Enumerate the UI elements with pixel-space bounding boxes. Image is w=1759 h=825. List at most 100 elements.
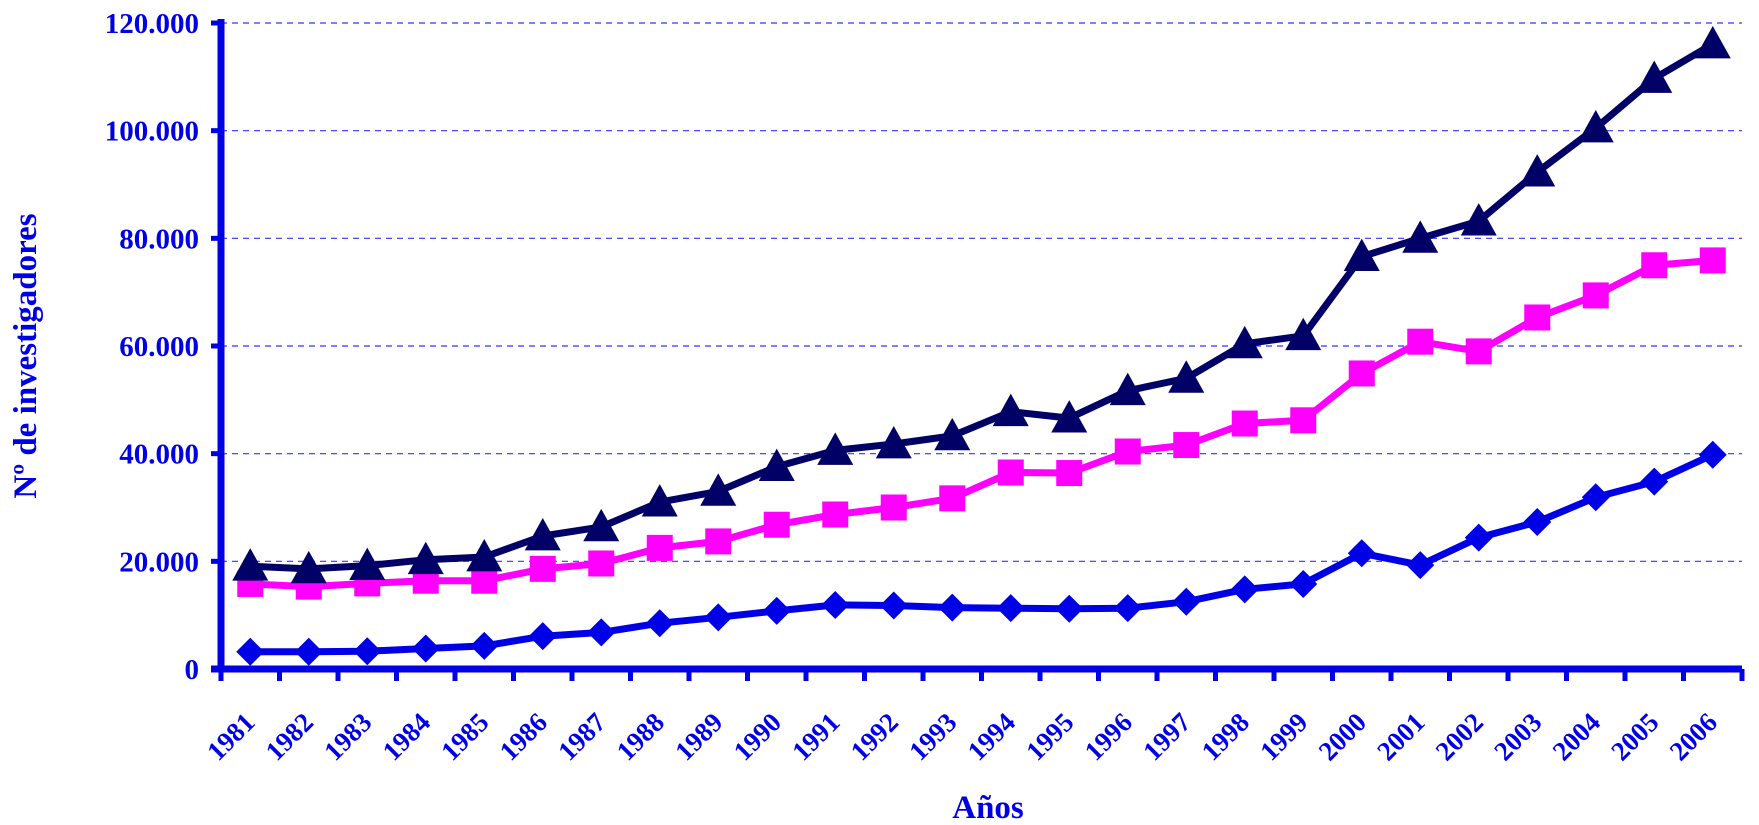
x-tick-label: 2006 [1664,707,1723,766]
x-tick-label: 1991 [786,707,845,766]
data-point-diamond [645,609,674,638]
data-point-square [997,459,1024,486]
data-point-diamond [1172,587,1201,616]
y-tick-label: 60.000 [119,331,199,363]
data-point-triangle [524,518,561,551]
x-tick-label: 1999 [1254,707,1313,766]
data-point-square [646,534,673,561]
x-tick-label: 2002 [1430,707,1489,766]
x-tick-label: 1995 [1020,707,1079,766]
data-point-square [880,494,907,521]
data-point-diamond [1289,569,1318,598]
data-point-triangle [232,548,269,581]
data-point-triangle [1460,203,1497,236]
data-point-triangle [1168,360,1205,393]
x-tick-label: 2001 [1371,707,1430,766]
data-point-triangle [1051,400,1088,433]
data-point-square [1290,407,1317,434]
x-tick-label: 1982 [260,707,319,766]
data-point-diamond [1581,483,1610,512]
x-tick-label: 2005 [1605,707,1664,766]
x-tick-label: 1983 [318,707,377,766]
data-point-square [1056,460,1083,487]
data-point-diamond [236,637,265,666]
x-tick-label: 1994 [962,707,1021,766]
series-triangle [232,25,1731,584]
x-tick-label: 2000 [1313,707,1372,766]
data-point-square [588,550,615,577]
data-point-diamond [470,631,499,660]
y-tick-label: 20.000 [119,546,199,578]
data-point-square [1699,247,1726,274]
data-point-triangle [1577,109,1614,143]
data-point-triangle [992,393,1029,427]
series-diamond [236,440,1727,666]
data-point-triangle [290,550,327,584]
data-point-triangle [1109,372,1146,406]
x-tick-label: 1981 [201,707,260,766]
data-point-diamond [1406,551,1435,580]
data-point-diamond [587,618,616,647]
x-tick-label: 1988 [611,707,670,766]
data-point-square [939,485,966,512]
data-point-triangle [934,417,971,451]
data-point-triangle [758,448,795,481]
data-point-triangle [875,425,912,459]
x-tick-label: 1989 [669,707,728,766]
data-point-triangle [1694,25,1731,59]
x-tick-label: 2003 [1488,707,1547,766]
data-point-diamond [1113,594,1142,623]
x-tick-label: 1998 [1196,707,1255,766]
y-tick-label: 80.000 [119,223,199,255]
x-tick-label: 1996 [1079,707,1138,766]
x-axis-title: Años [952,790,1024,825]
x-tick-label: 1986 [494,707,553,766]
data-point-square [1582,282,1609,309]
data-point-triangle [1285,317,1322,351]
series-group [232,25,1731,666]
y-tick-label: 100.000 [105,116,199,148]
x-tick-label: 2004 [1547,707,1606,766]
data-point-square [1173,432,1200,459]
y-tick-label: 120.000 [105,8,199,40]
data-point-triangle [1519,154,1556,187]
x-tick-label: 1987 [552,707,611,766]
data-point-diamond [1347,539,1376,568]
y-tick-labels: 0 20.000 40.000 60.000 80.000 100.000 120.000 [105,8,199,686]
data-point-diamond [294,637,323,666]
data-point-square [705,528,732,555]
data-point-triangle [1226,325,1263,359]
data-point-triangle [700,473,737,506]
data-point-diamond [1640,467,1669,496]
data-point-square [1407,328,1434,355]
gridlines [221,22,1742,562]
data-point-triangle [1636,60,1673,93]
data-point-diamond [704,603,733,632]
data-point-diamond [938,593,967,622]
data-point-triangle [349,547,386,581]
x-tick-label: 1992 [845,707,904,766]
data-point-diamond [879,591,908,620]
data-point-diamond [411,634,440,663]
data-point-square [1465,338,1492,365]
data-point-diamond [1230,575,1259,604]
series-line [250,40,1715,573]
data-point-diamond [1464,523,1493,552]
axes [211,19,1745,681]
data-point-triangle [407,541,444,575]
data-point-triangle [1343,238,1380,272]
data-point-square [529,555,556,582]
data-point-triangle [817,432,854,465]
y-axis-title: Nº de investigadores [8,213,44,498]
data-point-square [1524,304,1551,331]
data-point-triangle [583,508,620,542]
x-tick-label: 1997 [1137,707,1196,766]
data-point-diamond [1055,594,1084,623]
x-tick-label: 1990 [728,707,787,766]
data-point-diamond [353,637,382,666]
x-tick-label: 1985 [435,707,494,766]
data-point-square [822,501,849,528]
y-tick-label: 40.000 [119,439,199,471]
data-point-diamond [996,594,1025,623]
